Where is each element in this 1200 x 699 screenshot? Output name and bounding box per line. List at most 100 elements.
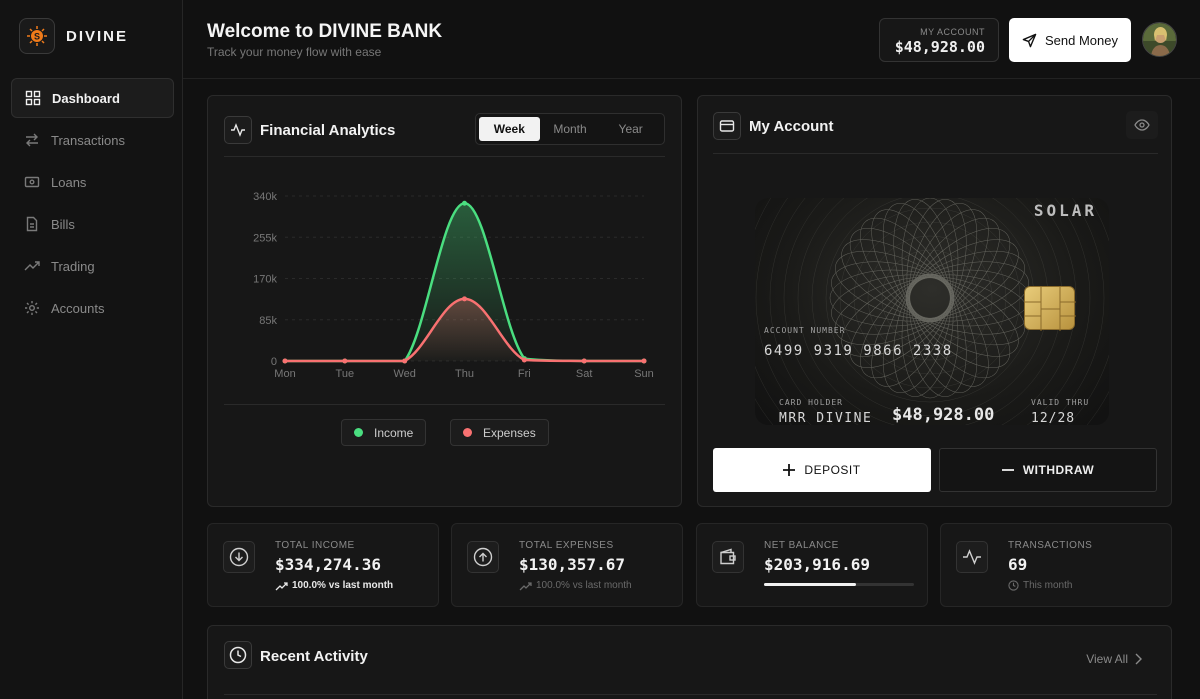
card-pattern-stroke xyxy=(908,276,1000,379)
sidebar-item-accounts[interactable]: Accounts xyxy=(11,288,174,328)
card-pattern-stroke xyxy=(849,228,952,320)
card-pattern-ring xyxy=(909,277,951,319)
stat-period-text: This month xyxy=(1023,580,1073,591)
sidebar-item-transactions[interactable]: Transactions xyxy=(11,120,174,160)
tab-week[interactable]: Week xyxy=(479,117,540,141)
recent-activity-panel: Recent Activity View All xyxy=(207,625,1172,699)
page-subtitle: Track your money flow with ease xyxy=(207,45,382,59)
sidebar-item-trading[interactable]: Trading xyxy=(11,246,174,286)
card-pattern-ring xyxy=(783,198,1077,425)
x-tick-label: Tue xyxy=(336,368,355,380)
card-pattern-ring xyxy=(853,221,1007,375)
card-pattern-stroke xyxy=(908,217,1000,320)
account-balance-box: MY ACCOUNT $48,928.00 xyxy=(879,18,999,62)
clock-icon xyxy=(224,641,252,669)
wallet-icon xyxy=(712,541,744,573)
clock-icon xyxy=(1008,580,1019,591)
expenses-point xyxy=(282,358,288,364)
send-icon xyxy=(1022,33,1037,47)
avatar[interactable] xyxy=(1142,22,1177,57)
card-pattern-stroke xyxy=(908,276,1011,368)
credit-card-icon xyxy=(713,112,741,140)
card-pattern xyxy=(755,198,1109,425)
card-pattern-ring xyxy=(811,198,1049,417)
stat-change-text: 100.0% vs last month xyxy=(292,580,394,591)
expenses-point xyxy=(342,358,348,364)
document-icon xyxy=(26,216,38,232)
withdraw-button[interactable]: WITHDRAW xyxy=(939,448,1157,492)
valid-thru: 12/28 xyxy=(1031,411,1076,425)
card-pattern-stroke xyxy=(905,261,1029,322)
card-pattern-ring xyxy=(755,198,1105,425)
card-pattern-ring xyxy=(881,249,979,347)
y-tick-label: 170k xyxy=(253,274,277,286)
trend-icon xyxy=(24,261,40,271)
sun-logo-icon: S xyxy=(19,18,55,54)
card-pattern-stroke xyxy=(908,228,1011,320)
expenses-area xyxy=(285,298,644,361)
brand-logo-glyph: S xyxy=(34,32,40,42)
stat-label: TOTAL INCOME xyxy=(275,540,355,551)
bank-card[interactable]: SOLAR ACCOUNT NUMBER 6499 9319 9866 2338… xyxy=(755,198,1109,425)
arrow-down-circle-icon xyxy=(223,541,255,573)
stat-net-balance: NET BALANCE $203,916.69 xyxy=(696,523,928,607)
trend-up-icon xyxy=(275,581,288,590)
card-pattern-stroke xyxy=(860,217,952,320)
net-balance-progress xyxy=(764,583,914,586)
toggle-visibility-button[interactable] xyxy=(1126,111,1158,139)
card-pattern-ring xyxy=(769,198,1091,425)
brand-name: DIVINE xyxy=(66,27,129,45)
stat-label: TOTAL EXPENSES xyxy=(519,540,614,551)
card-holder-label: CARD HOLDER xyxy=(779,398,843,407)
activity-icon xyxy=(224,116,252,144)
activity-icon xyxy=(956,541,988,573)
arrows-icon xyxy=(26,133,38,147)
legend-expenses[interactable]: Expenses xyxy=(450,419,549,446)
brand[interactable]: S DIVINE xyxy=(19,18,128,54)
sidebar-item-label: Bills xyxy=(51,216,75,232)
sidebar-item-label: Loans xyxy=(51,174,87,190)
card-brand: SOLAR xyxy=(1033,201,1097,220)
y-tick-label: 0 xyxy=(271,356,277,368)
card-pattern-ring xyxy=(895,263,965,333)
stat-change: 100.0% vs last month xyxy=(275,580,393,591)
expenses-point xyxy=(521,357,527,363)
net-balance-progress-fill xyxy=(764,583,856,586)
view-all-link[interactable]: View All xyxy=(1086,652,1143,666)
send-money-button[interactable]: Send Money xyxy=(1009,18,1131,62)
sidebar-item-loans[interactable]: Loans xyxy=(11,162,174,202)
financial-analytics-panel: Financial Analytics Week Month Year 340k… xyxy=(207,95,682,507)
minus-icon xyxy=(1001,469,1014,471)
tab-year[interactable]: Year xyxy=(618,122,643,136)
sidebar-item-dashboard[interactable]: Dashboard xyxy=(11,78,174,118)
trend-up-icon xyxy=(519,581,532,590)
x-tick-label: Fri xyxy=(518,368,531,380)
tab-month[interactable]: Month xyxy=(553,122,587,136)
card-pattern-ring xyxy=(867,235,993,361)
card-balance: $48,928.00 xyxy=(892,405,995,425)
expenses-point xyxy=(402,358,408,364)
my-account-panel: My Account SOLAR ACCOUNT NUMBER 6499 931… xyxy=(697,95,1172,507)
card-number: 6499 9319 9866 2338 xyxy=(764,343,953,359)
view-all-label: View All xyxy=(1086,652,1128,666)
grid-icon xyxy=(25,90,41,106)
send-money-label: Send Money xyxy=(1045,32,1118,48)
legend-income[interactable]: Income xyxy=(341,419,427,446)
stat-value: 69 xyxy=(1008,555,1028,574)
deposit-button[interactable]: DEPOSIT xyxy=(713,448,931,492)
expenses-point xyxy=(462,296,467,302)
stat-label: NET BALANCE xyxy=(764,540,839,551)
card-pattern-ring xyxy=(825,198,1035,403)
sidebar-item-bills[interactable]: Bills xyxy=(11,204,174,244)
sidebar: S DIVINE Dashboard Transactions Loans Bi… xyxy=(0,0,183,699)
card-pattern-stroke xyxy=(860,276,952,379)
y-tick-label: 255k xyxy=(253,232,277,244)
expenses-dot xyxy=(463,428,472,437)
stat-value: $130,357.67 xyxy=(519,555,625,574)
account-label: MY ACCOUNT xyxy=(920,27,985,37)
sidebar-item-label: Accounts xyxy=(51,300,105,316)
expenses-point xyxy=(581,358,587,364)
income-dot xyxy=(354,428,363,437)
divider xyxy=(224,156,665,157)
stat-total-expenses: TOTAL EXPENSES $130,357.67 100.0% vs las… xyxy=(451,523,683,607)
